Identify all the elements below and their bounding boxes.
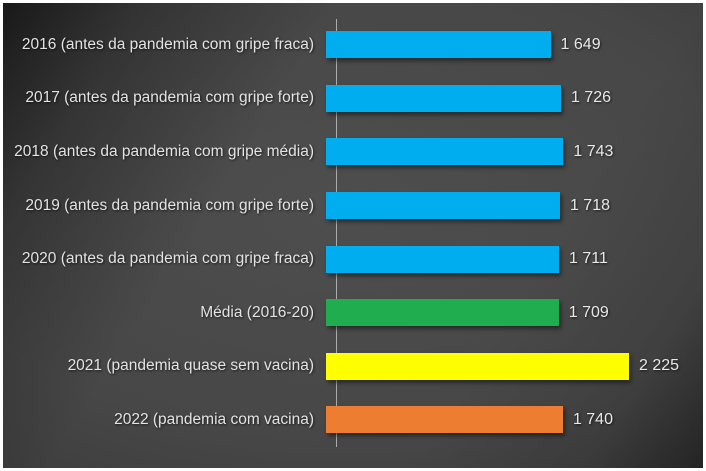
category-label: 2016 (antes da pandemia com gripe fraca): [21, 35, 314, 53]
value-label: 1 743: [573, 142, 614, 160]
category-label: 2020 (antes da pandemia com gripe fraca): [21, 250, 314, 268]
category-label: 2021 (pandemia quase sem vacina): [67, 357, 314, 375]
bar-row: 2018 (antes da pandemia com gripe média)…: [3, 125, 703, 179]
bar: [326, 138, 564, 166]
bar: [326, 84, 562, 112]
bar-row: 2017 (antes da pandemia com gripe forte)…: [3, 72, 703, 126]
bar-row: 2022 (pandemia com vacina) 1 740: [3, 393, 703, 447]
bar: [326, 192, 560, 220]
bar-row: 2020 (antes da pandemia com gripe fraca)…: [3, 232, 703, 286]
bar-row: 2016 (antes da pandemia com gripe fraca)…: [3, 18, 703, 72]
value-label: 1 711: [569, 250, 608, 268]
bar-zone: 1 711: [325, 232, 703, 286]
value-label: 1 726: [571, 89, 612, 107]
value-label: 2 225: [639, 357, 680, 375]
value-label: 1 649: [560, 35, 601, 53]
bar-zone: 1 709: [325, 286, 703, 340]
bar-row: Média (2016-20) 1 709: [3, 286, 703, 340]
bar: [326, 31, 551, 59]
bar: [326, 352, 629, 380]
category-label: 2022 (pandemia com vacina): [114, 410, 314, 428]
bar-zone: 2 225: [325, 340, 703, 394]
value-label: 1 740: [572, 410, 613, 428]
category-label: 2018 (antes da pandemia com gripe média): [14, 142, 314, 160]
bar: [326, 245, 559, 273]
category-axis-line: [336, 19, 337, 447]
bar-row: 2019 (antes da pandemia com gripe forte)…: [3, 179, 703, 233]
value-label: 1 718: [569, 196, 610, 214]
bar-zone: 1 743: [325, 125, 703, 179]
bar-zone: 1 740: [325, 393, 703, 447]
bar-zone: 1 726: [325, 72, 703, 126]
category-label: 2017 (antes da pandemia com gripe forte): [25, 89, 314, 107]
category-label: 2019 (antes da pandemia com gripe forte): [25, 196, 314, 214]
bar: [326, 299, 559, 327]
bar-chart: 2016 (antes da pandemia com gripe fraca)…: [3, 3, 703, 468]
bar-zone: 1 718: [325, 179, 703, 233]
bar-row: 2021 (pandemia quase sem vacina) 2 225: [3, 340, 703, 394]
bar: [326, 406, 563, 434]
bar-zone: 1 649: [325, 18, 703, 72]
value-label: 1 709: [568, 303, 609, 321]
category-label: Média (2016-20): [200, 303, 314, 321]
